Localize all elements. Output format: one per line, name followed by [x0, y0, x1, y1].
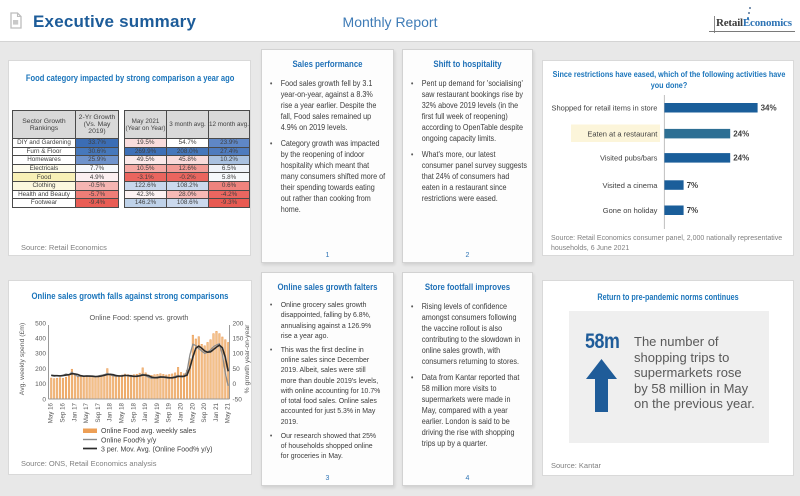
svg-text:Avg. weekly spend (£m): Avg. weekly spend (£m)	[19, 323, 26, 395]
svg-text:7%: 7%	[687, 206, 699, 215]
svg-text:% growth year-on-year: % growth year-on-year	[244, 324, 251, 393]
svg-text:100: 100	[35, 381, 46, 388]
svg-text:24%: 24%	[733, 129, 749, 138]
svg-text:34%: 34%	[761, 104, 777, 113]
svg-text:May 18: May 18	[119, 402, 126, 423]
svg-text:Jan 19: Jan 19	[142, 402, 149, 421]
svg-text:Jan 17: Jan 17	[71, 402, 78, 421]
svg-text:May 20: May 20	[189, 402, 196, 423]
svg-text:0: 0	[233, 381, 237, 388]
svg-text:Jan 21: Jan 21	[213, 402, 220, 421]
svg-text:100: 100	[233, 351, 244, 358]
svg-text:Sep 19: Sep 19	[166, 402, 173, 422]
svg-text:300: 300	[35, 351, 46, 358]
svg-text:200: 200	[233, 320, 244, 327]
svg-text:Sep 17: Sep 17	[95, 402, 102, 422]
svg-text:Sep 20: Sep 20	[201, 402, 208, 422]
svg-text:Jan 18: Jan 18	[107, 402, 114, 421]
svg-text:400: 400	[35, 336, 46, 343]
svg-text:May 21: May 21	[225, 402, 232, 423]
svg-text:Gone on holiday: Gone on holiday	[603, 206, 658, 215]
svg-text:Eaten at a restaurant: Eaten at a restaurant	[587, 129, 658, 138]
svg-text:May 16: May 16	[48, 402, 55, 423]
svg-text:Sep 18: Sep 18	[130, 402, 137, 422]
svg-text:200: 200	[35, 366, 46, 373]
svg-text:150: 150	[233, 336, 244, 343]
svg-text:May 17: May 17	[83, 402, 90, 423]
svg-text:Online Food% y/y: Online Food% y/y	[101, 438, 157, 445]
svg-text:0: 0	[42, 396, 46, 403]
svg-text:24%: 24%	[733, 154, 749, 163]
svg-text:Sep 16: Sep 16	[60, 402, 67, 422]
svg-text:Online Food avg. weekly sales: Online Food avg. weekly sales	[101, 428, 196, 435]
svg-text:Visited a cinema: Visited a cinema	[602, 181, 658, 190]
svg-text:Visited pubs/bars: Visited pubs/bars	[600, 154, 658, 163]
svg-text:May 19: May 19	[154, 402, 161, 423]
svg-text:Shopped for retail items in st: Shopped for retail items in store	[552, 104, 658, 113]
svg-text:50: 50	[233, 366, 241, 373]
svg-text:500: 500	[35, 320, 46, 327]
svg-text:7%: 7%	[687, 181, 699, 190]
svg-text:3 per. Mov. Avg. (Online Food%: 3 per. Mov. Avg. (Online Food% y/y)	[101, 447, 212, 454]
svg-text:Jan 20: Jan 20	[178, 402, 185, 421]
svg-text:-50: -50	[233, 396, 243, 403]
svg-text:Online Food: spend vs. growth: Online Food: spend vs. growth	[90, 313, 189, 322]
